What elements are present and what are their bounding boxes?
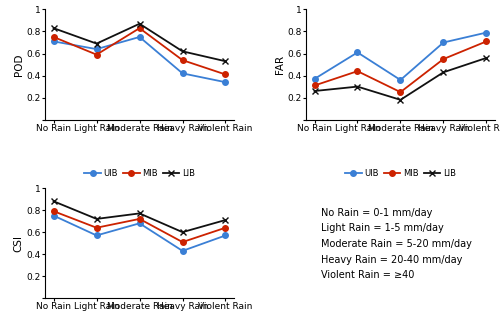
- MIB: [180, 58, 186, 62]
- UIB: [440, 41, 446, 44]
- LIB: [94, 217, 100, 221]
- UIB: [222, 234, 228, 237]
- Line: LIB: LIB: [312, 55, 489, 103]
- LIB: [398, 98, 404, 102]
- UIB: [136, 35, 142, 39]
- Y-axis label: FAR: FAR: [274, 55, 284, 74]
- Line: UIB: UIB: [51, 34, 229, 85]
- MIB: [398, 90, 404, 94]
- MIB: [222, 73, 228, 76]
- UIB: [136, 221, 142, 225]
- MIB: [50, 35, 56, 39]
- Line: LIB: LIB: [51, 21, 229, 64]
- LIB: [222, 218, 228, 222]
- UIB: [94, 234, 100, 237]
- Line: MIB: MIB: [312, 39, 489, 95]
- Line: MIB: MIB: [51, 25, 229, 77]
- Line: MIB: MIB: [51, 208, 229, 245]
- UIB: [354, 51, 360, 54]
- LIB: [180, 230, 186, 234]
- Y-axis label: POD: POD: [14, 53, 24, 76]
- LIB: [312, 89, 318, 93]
- Line: LIB: LIB: [51, 198, 229, 235]
- LIB: [484, 56, 490, 60]
- LIB: [136, 22, 142, 26]
- MIB: [94, 226, 100, 230]
- UIB: [50, 40, 56, 43]
- LIB: [50, 26, 56, 30]
- MIB: [222, 226, 228, 230]
- MIB: [50, 209, 56, 213]
- MIB: [136, 26, 142, 30]
- MIB: [94, 53, 100, 57]
- MIB: [180, 240, 186, 244]
- MIB: [484, 40, 490, 43]
- Line: UIB: UIB: [51, 213, 229, 254]
- MIB: [440, 57, 446, 61]
- UIB: [222, 80, 228, 84]
- Y-axis label: CSI: CSI: [14, 235, 24, 252]
- LIB: [354, 85, 360, 89]
- UIB: [94, 47, 100, 51]
- UIB: [484, 31, 490, 35]
- MIB: [136, 217, 142, 221]
- Legend: UIB, MIB, LIB: UIB, MIB, LIB: [342, 166, 459, 181]
- UIB: [180, 249, 186, 253]
- Text: No Rain = 0-1 mm/day
Light Rain = 1-5 mm/day
Moderate Rain = 5-20 mm/day
Heavy R: No Rain = 0-1 mm/day Light Rain = 1-5 mm…: [321, 208, 472, 280]
- LIB: [180, 49, 186, 53]
- Line: UIB: UIB: [312, 30, 489, 83]
- LIB: [94, 42, 100, 46]
- Legend: UIB, MIB, LIB: UIB, MIB, LIB: [81, 166, 198, 181]
- MIB: [354, 69, 360, 73]
- UIB: [180, 72, 186, 75]
- LIB: [440, 70, 446, 74]
- LIB: [50, 199, 56, 203]
- LIB: [222, 59, 228, 63]
- UIB: [398, 78, 404, 82]
- UIB: [312, 77, 318, 81]
- LIB: [136, 212, 142, 215]
- MIB: [312, 84, 318, 87]
- UIB: [50, 214, 56, 218]
